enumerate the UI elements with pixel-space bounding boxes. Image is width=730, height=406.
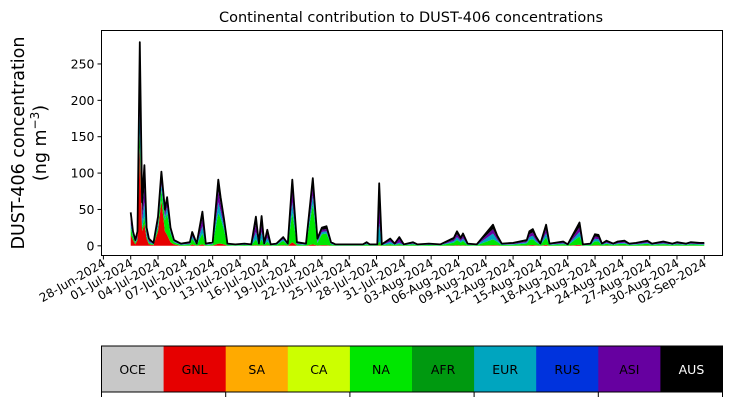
total-outline <box>129 41 705 246</box>
legend-label-eur: EUR <box>492 362 518 377</box>
y-tick-label: 250 <box>71 56 95 71</box>
plot-frame <box>101 30 723 256</box>
legend-swatch-sa <box>225 346 289 392</box>
legend-label-asi: ASI <box>619 362 639 377</box>
legend-label-sa: SA <box>248 362 265 377</box>
y-tick-label: 0 <box>87 238 95 253</box>
y-axis-label-line1: DUST-406 concentration <box>9 37 29 250</box>
y-tick-label: 200 <box>71 93 95 108</box>
legend-label-afr: AFR <box>431 362 456 377</box>
legend-label-ca: CA <box>310 362 328 377</box>
legend-swatch-afr <box>412 346 475 392</box>
legend-swatch-asi <box>598 346 661 392</box>
colorbar-legend: OCE GNL SA CA NA AFR EUR RUS ASI AUS <box>101 345 723 397</box>
y-tick-label: 150 <box>71 129 95 144</box>
legend-label-oce: OCE <box>119 362 146 377</box>
legend-label-gnl: GNL <box>182 362 208 377</box>
y-axis-label: DUST-406 concentration (ng m−3) <box>9 37 51 250</box>
legend-swatch-rus <box>536 346 599 392</box>
legend-swatch-gnl <box>163 346 227 392</box>
colorbar-frame <box>101 345 723 393</box>
stacked-areas <box>129 41 705 246</box>
y-axis: 0 50 100 150 200 250 <box>71 56 102 253</box>
legend-label-aus: AUS <box>679 362 705 377</box>
legend-swatch-oce <box>101 346 165 392</box>
y-axis-label-line2: (ng m−3) <box>28 105 51 181</box>
chart-title: Continental contribution to DUST-406 con… <box>219 10 603 26</box>
legend-swatch-aus <box>660 346 723 392</box>
legend-label-rus: RUS <box>554 362 580 377</box>
y-tick-label: 50 <box>79 202 95 217</box>
legend-swatch-eur <box>474 346 537 392</box>
x-axis: 28-Jun-202401-Jul-202404-Jul-202407-Jul-… <box>37 255 709 307</box>
legend-swatch-na <box>349 346 413 392</box>
y-tick-label: 100 <box>71 166 95 181</box>
legend-label-na: NA <box>372 362 390 377</box>
legend-swatch-ca <box>287 346 351 392</box>
